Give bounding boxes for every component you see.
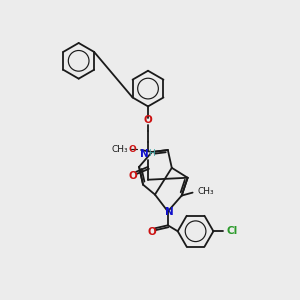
Text: N: N xyxy=(165,207,174,218)
Text: O: O xyxy=(148,227,156,237)
Text: H: H xyxy=(148,149,155,158)
Text: O: O xyxy=(128,145,136,154)
Text: N: N xyxy=(140,149,148,159)
Text: CH₃: CH₃ xyxy=(112,145,128,154)
Text: CH₃: CH₃ xyxy=(198,187,214,196)
Text: O: O xyxy=(129,171,137,181)
Text: O: O xyxy=(144,115,152,125)
Text: Cl: Cl xyxy=(226,226,238,236)
